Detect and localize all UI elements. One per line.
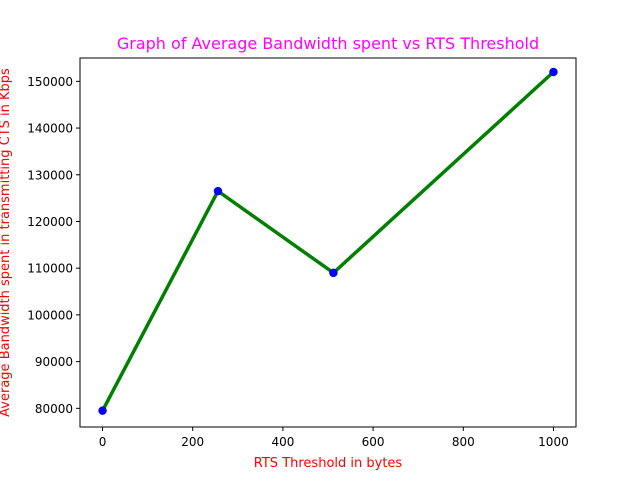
y-tick-label: 150000 [27,75,73,89]
series-layer [98,67,558,415]
y-axis-ticks: 80000 90000 100000 110000 120000 130000 140000… [27,75,80,416]
y-tick-label: 110000 [27,262,73,276]
x-axis-label: RTS Threshold in bytes [254,456,403,471]
x-tick-label: 800 [452,435,475,449]
series-line [100,70,556,413]
plot-area [80,58,576,427]
data-point [213,186,223,196]
y-tick-label: 130000 [27,168,73,182]
data-point [98,406,107,415]
y-tick-label: 90000 [35,355,73,369]
x-axis-ticks: 0 200 400 600 800 1000 [99,427,569,449]
y-tick-label: 100000 [27,308,73,322]
x-tick-label: 0 [99,435,107,449]
y-tick-label: 120000 [27,215,73,229]
y-tick-label: 80000 [35,402,73,416]
x-tick-label: 1000 [538,435,569,449]
plot-frame [79,57,577,428]
data-point [549,67,558,77]
data-point [329,268,338,278]
y-axis-label: Average Bandwidth spent in transmitting … [0,68,13,417]
x-tick-label: 200 [181,435,204,449]
chart-title: Graph of Average Bandwidth spent vs RTS … [117,34,539,53]
x-tick-label: 400 [271,435,294,449]
x-tick-label: 600 [362,435,385,449]
y-tick-label: 140000 [27,122,73,136]
